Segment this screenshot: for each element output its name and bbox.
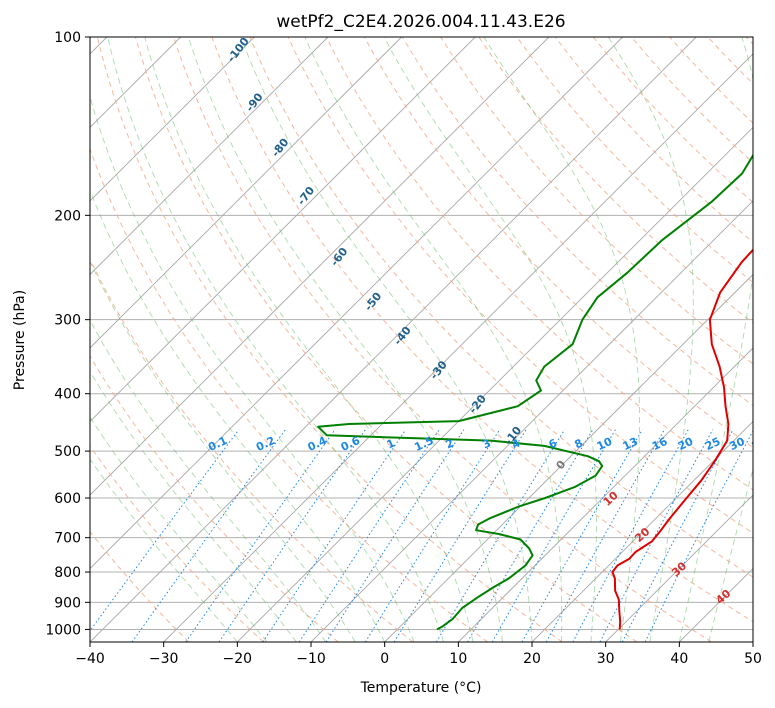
- mixing-ratio-label: 36: [750, 435, 770, 453]
- mixing-ratio-line: [572, 429, 689, 642]
- dry-adiabat: [363, 37, 753, 448]
- mixing-ratio-label: 30: [727, 435, 747, 453]
- moist-adiabat: [144, 37, 474, 642]
- moist-adiabat: [483, 37, 640, 642]
- y-tick-label: 700: [54, 531, 81, 547]
- moist-adiabat: [607, 37, 694, 642]
- isotherm-line: [237, 126, 753, 642]
- y-tick-label: 300: [54, 313, 81, 329]
- isotherm-line: [605, 494, 753, 642]
- isotherm-line: [163, 53, 753, 642]
- mixing-ratio-line: [435, 429, 566, 642]
- y-tick-label: 500: [54, 444, 81, 460]
- x-tick-label: 20: [523, 651, 541, 667]
- x-tick-label: 10: [449, 651, 467, 667]
- dry-adiabat: [554, 37, 753, 243]
- dry-adiabat: [287, 37, 753, 534]
- mixing-ratio-line: [185, 429, 336, 642]
- isotherm-line: [90, 37, 623, 570]
- temperature-profile: [611, 248, 753, 630]
- dry-adiabat: [592, 37, 753, 204]
- moist-adiabat: [304, 37, 563, 642]
- x-tick-label: −40: [75, 651, 105, 667]
- chart-title: wetPf2_C2E4.2026.004.11.43.E26: [276, 12, 565, 32]
- isotherm-line: [90, 37, 255, 202]
- isotherm-line: [384, 273, 753, 642]
- y-tick-label: 600: [54, 491, 81, 507]
- dry-adiabat: [249, 37, 753, 578]
- moist-adiabat: [90, 458, 238, 642]
- x-axis-title: Temperature (°C): [360, 680, 482, 696]
- dry-adiabat: [440, 37, 753, 365]
- mixing-ratio-line: [467, 429, 594, 642]
- x-tick-label: 50: [744, 651, 762, 667]
- isotherm-line: [90, 37, 329, 276]
- isotherm-line: [458, 347, 753, 642]
- y-tick-label: 200: [54, 208, 81, 224]
- dry-adiabat: [90, 530, 190, 642]
- x-tick-label: −30: [149, 651, 179, 667]
- moist-adiabat: [90, 189, 386, 642]
- moist-adiabat: [187, 37, 503, 642]
- x-tick-label: −20: [223, 651, 253, 667]
- mixing-ratio-label: 20: [676, 435, 696, 453]
- dry-adiabat: [90, 258, 414, 642]
- x-tick-label: 30: [597, 651, 615, 667]
- mixing-ratio-line: [364, 429, 501, 642]
- y-axis-title: Pressure (hPa): [12, 290, 28, 390]
- moist-adiabat: [90, 416, 268, 642]
- dry-adiabat: [90, 355, 339, 642]
- mixing-ratio-line: [393, 429, 527, 642]
- mixing-ratio-line: [491, 429, 616, 642]
- dry-adiabat: [96, 37, 563, 642]
- dry-adiabat: [211, 37, 753, 623]
- mixing-ratio-line: [521, 429, 643, 642]
- mixing-ratio-label: 25: [703, 435, 722, 453]
- isotherm-line: [90, 37, 476, 423]
- y-tick-label: 900: [54, 595, 81, 611]
- x-tick-label: −10: [296, 651, 326, 667]
- isotherm-line: [531, 420, 753, 642]
- isotherm-line: [90, 37, 697, 642]
- dry-adiabat: [631, 37, 753, 164]
- moist-adiabat: [383, 37, 597, 642]
- y-tick-label: 1000: [45, 622, 81, 638]
- isotherm-line: [90, 37, 550, 496]
- y-tick-label: 800: [54, 565, 81, 581]
- moist-adiabat: [90, 260, 356, 642]
- dewpoint-profile: [317, 153, 753, 631]
- isotherm-line: [90, 37, 402, 349]
- x-tick-label: 40: [670, 651, 688, 667]
- moist-adiabat: [90, 370, 297, 642]
- y-tick-label: 400: [54, 387, 81, 403]
- mixing-ratio-line: [262, 429, 407, 642]
- moist-adiabat: [90, 94, 415, 642]
- mixing-ratio-label: 10: [595, 435, 615, 453]
- mixing-ratio-label: 13: [621, 435, 640, 453]
- dry-adiabat: [134, 37, 638, 642]
- dry-adiabat: [516, 37, 753, 284]
- moist-adiabat: [678, 37, 753, 642]
- plot-frame: [89, 36, 754, 643]
- moist-adiabat: [90, 319, 327, 642]
- dry-adiabat: [402, 37, 753, 406]
- moist-adiabat: [240, 37, 533, 642]
- moist-adiabat: [708, 467, 753, 642]
- dry-adiabat: [325, 37, 753, 491]
- plot-area: 0.10.20.40.611.5234681013162025303610203…: [90, 37, 770, 642]
- x-tick-label: 0: [380, 651, 389, 667]
- mixing-ratio-line: [218, 429, 366, 642]
- mixing-ratio-line: [545, 429, 665, 642]
- mixing-ratio-line: [599, 429, 714, 642]
- dry-adiabat: [478, 37, 753, 324]
- y-tick-label: 100: [54, 30, 81, 46]
- x-axis: −40 −30 −20 −10 0 10 20 30 40 50: [75, 642, 762, 667]
- mixing-ratio-label: 16: [650, 435, 670, 453]
- moist-adiabat: [107, 37, 445, 642]
- y-axis: 1000 900 800 700 600 500 400 300 200 100: [45, 30, 90, 638]
